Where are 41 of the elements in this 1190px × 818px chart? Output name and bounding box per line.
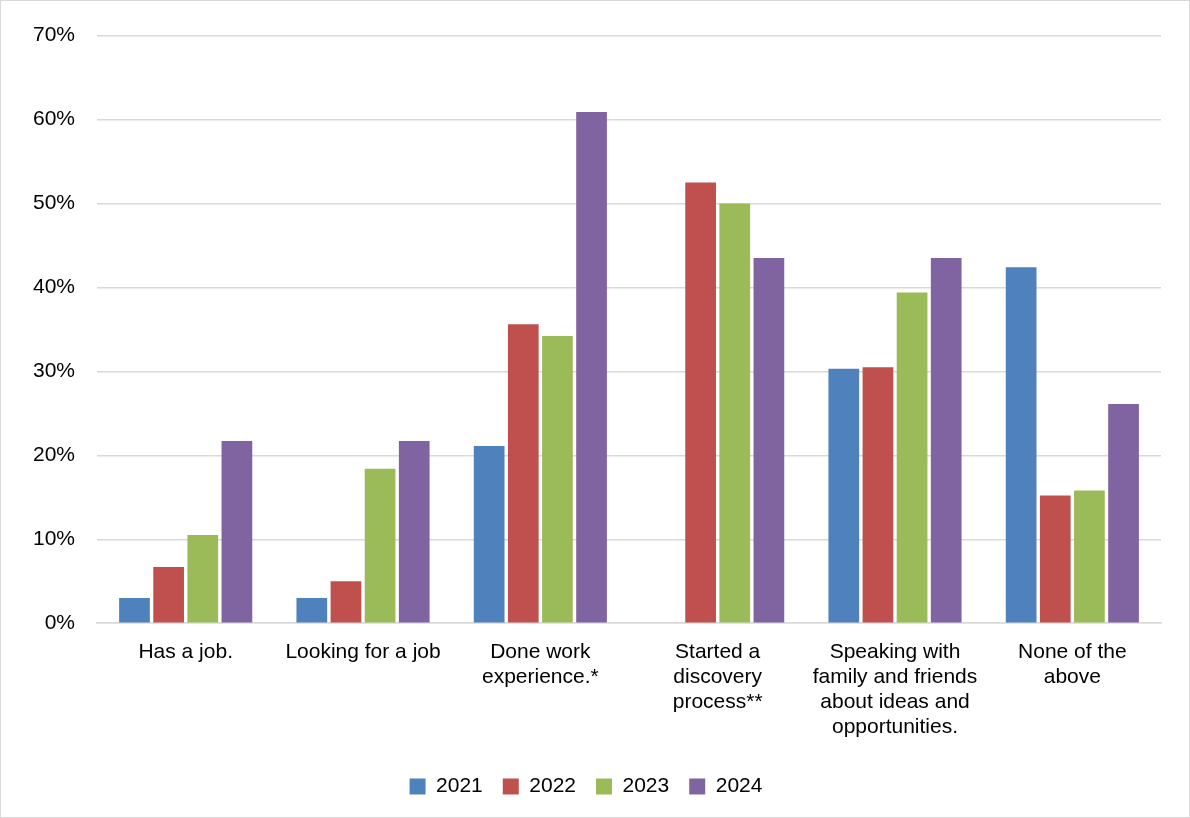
y-tick-label: 60% [33,106,76,130]
legend-label: 2021 [436,773,483,797]
x-tick-label: Has a job. [138,638,233,662]
bar [719,203,751,623]
y-tick-label: 40% [33,274,76,298]
bar [685,182,716,623]
bar [187,535,219,623]
bar [753,258,785,623]
bar [862,367,894,623]
bar [1108,404,1139,623]
bar [119,598,150,623]
bar [473,446,505,623]
bar [296,598,328,623]
y-tick-label: 30% [33,358,76,382]
bar [930,258,962,623]
legend-label: 2024 [715,773,763,797]
bar [221,441,253,623]
bar [398,441,430,623]
bar [330,581,362,623]
y-tick-label: 50% [33,190,76,214]
y-tick-label: 0% [44,610,76,633]
x-tick-label: Started a discovery process** [672,638,763,712]
bar [364,468,396,623]
legend-label: 2022 [529,773,576,797]
x-tick-label: Done work experience.* [481,638,599,687]
x-tick-label: Speaking with family and friends about ideas and opportunities. [812,638,978,738]
bar [153,566,184,623]
y-tick-label: 70% [33,22,76,46]
bar [896,292,928,623]
y-tick-label: 10% [33,526,76,550]
bar [1005,267,1037,623]
bar [507,324,539,623]
bar [1074,490,1105,623]
x-tick-label: Looking for a job [285,638,441,662]
legend-label: 2023 [622,773,670,797]
x-tick-label: None of the above [1018,638,1127,687]
y-tick-label: 20% [33,442,76,466]
bar [576,111,607,623]
bar [828,368,860,623]
bar [1039,495,1071,623]
bar [542,336,573,623]
